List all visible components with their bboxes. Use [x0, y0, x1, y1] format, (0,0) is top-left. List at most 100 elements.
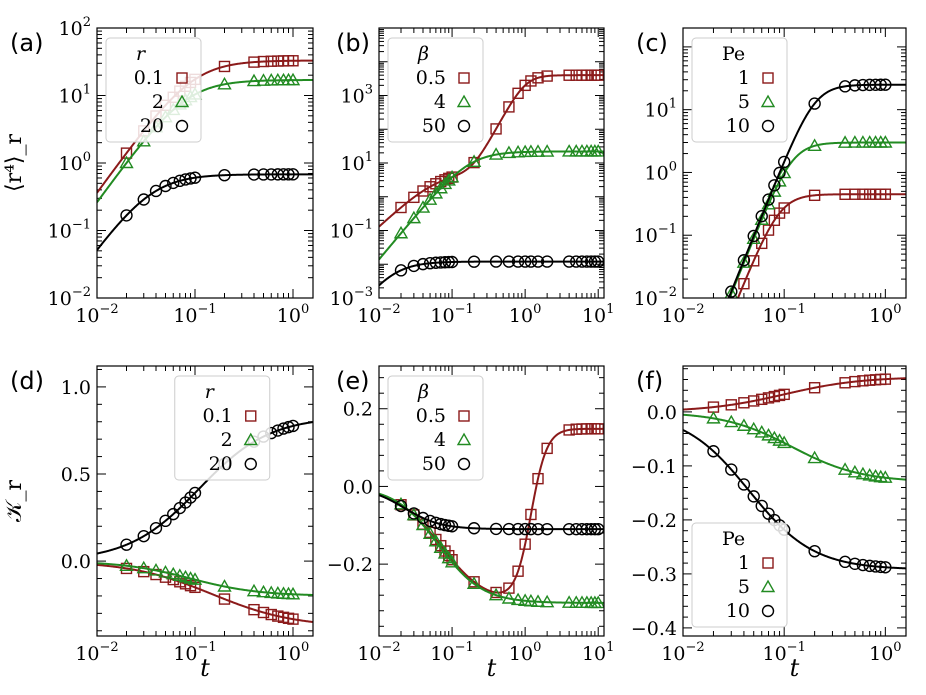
data-point-10 — [777, 155, 791, 169]
x-tick-label: 10−2 — [75, 302, 118, 327]
data-point-20 — [137, 529, 150, 543]
y-tick-label: 0.0 — [61, 551, 91, 573]
y-tick-label: 0.0 — [343, 476, 373, 498]
data-point-10 — [874, 78, 887, 91]
tick-base: 10 — [330, 221, 354, 243]
data-point-0.1 — [265, 608, 277, 621]
tick-exponent: −1 — [198, 640, 217, 655]
data-point-2 — [119, 558, 134, 571]
data-point-0.5 — [525, 508, 537, 521]
data-point-10 — [755, 499, 768, 513]
data-point-10 — [725, 463, 738, 476]
y-axis-label: 𝒦_r — [2, 480, 27, 522]
data-point-2 — [158, 565, 173, 578]
data-point-0.5 — [592, 423, 604, 435]
data-point-50 — [416, 511, 430, 525]
tick-exponent: −2 — [686, 302, 705, 317]
data-point-50 — [467, 255, 481, 268]
legend-entry-label: 4 — [434, 91, 446, 113]
data-point-1 — [857, 375, 869, 387]
legend-marker — [245, 410, 257, 422]
data-point-0.5 — [395, 201, 407, 214]
series-line-50 — [379, 260, 604, 287]
tick-exponent: −2 — [100, 640, 119, 655]
series-line-1 — [736, 193, 906, 298]
series-line-5 — [728, 141, 906, 298]
legend-entry-label: 0.1 — [134, 67, 164, 89]
data-point-4 — [539, 594, 555, 608]
series-line-2 — [97, 79, 313, 203]
legend-frame — [174, 375, 271, 481]
legend-marker — [761, 604, 775, 618]
data-point-5 — [736, 418, 752, 431]
data-point-0.5 — [512, 87, 524, 100]
tick-exponent: 0 — [893, 640, 901, 655]
tick-exponent: −1 — [787, 302, 806, 317]
legend-title: r — [136, 43, 147, 65]
legend-marker — [176, 72, 188, 84]
legend-entry-label: 10 — [726, 115, 750, 137]
tick-base: 10 — [869, 643, 893, 665]
legend-entry-label: 10 — [726, 600, 750, 622]
legend-entry-label: 4 — [434, 429, 446, 451]
data-point-2 — [246, 73, 262, 87]
data-point-0.5 — [592, 69, 604, 81]
tick-base: −0.3 — [631, 564, 677, 586]
data-point-50 — [524, 522, 538, 536]
tick-exponent: 0 — [533, 640, 541, 655]
data-point-1 — [857, 188, 869, 200]
data-point-5 — [837, 462, 853, 475]
data-point-50 — [407, 259, 421, 273]
data-point-5 — [754, 212, 769, 225]
tick-base: 10 — [582, 643, 606, 665]
tick-base: 10 — [762, 643, 786, 665]
data-point-4 — [488, 587, 504, 601]
legend-title: β — [417, 43, 429, 65]
legend-marker — [760, 94, 776, 108]
legend-entry-label: 2 — [221, 429, 233, 451]
data-point-0.1 — [257, 55, 270, 68]
legend-frame — [387, 375, 484, 481]
data-point-50 — [540, 522, 554, 536]
data-point-20 — [282, 420, 295, 434]
plot-area — [724, 78, 906, 298]
data-point-0.1 — [218, 593, 231, 605]
y-tick-label: 100 — [59, 150, 91, 175]
data-point-4 — [433, 180, 448, 194]
y-tick-label: 0.2 — [343, 399, 373, 421]
tick-exponent: 2 — [83, 15, 91, 30]
tick-base: 10 — [173, 643, 197, 665]
panel-label: (c) — [636, 29, 668, 57]
tick-base: 10 — [869, 305, 893, 327]
data-point-50 — [394, 264, 408, 277]
data-point-4 — [501, 591, 517, 604]
axes-frame — [378, 365, 605, 637]
tick-base: 10 — [661, 305, 685, 327]
tick-base: 0.5 — [61, 464, 91, 486]
data-point-4 — [523, 144, 539, 158]
x-axis-label: t — [200, 654, 210, 682]
legend-entry-label: 5 — [738, 576, 750, 598]
y-tick-label: 10−2 — [634, 285, 677, 310]
data-point-4 — [466, 576, 482, 590]
legend-marker — [456, 432, 472, 446]
data-point-0.5 — [563, 69, 575, 81]
data-point-1 — [756, 393, 768, 406]
data-point-0.1 — [265, 55, 277, 67]
tick-exponent: 1 — [606, 640, 614, 655]
panel-label: (b) — [336, 29, 370, 57]
data-point-5 — [736, 255, 752, 268]
data-point-20 — [184, 172, 197, 185]
data-point-1 — [849, 188, 861, 200]
tick-base: 10 — [341, 86, 365, 108]
x-tick-label: 10−1 — [430, 302, 473, 327]
y-tick-label: 1.0 — [61, 377, 91, 399]
tick-exponent: −1 — [787, 640, 806, 655]
legend-marker — [456, 94, 472, 108]
data-point-50 — [442, 255, 455, 269]
data-point-2 — [285, 72, 301, 86]
y-axis-label: ⟨r⁴⟩_r — [2, 134, 27, 193]
